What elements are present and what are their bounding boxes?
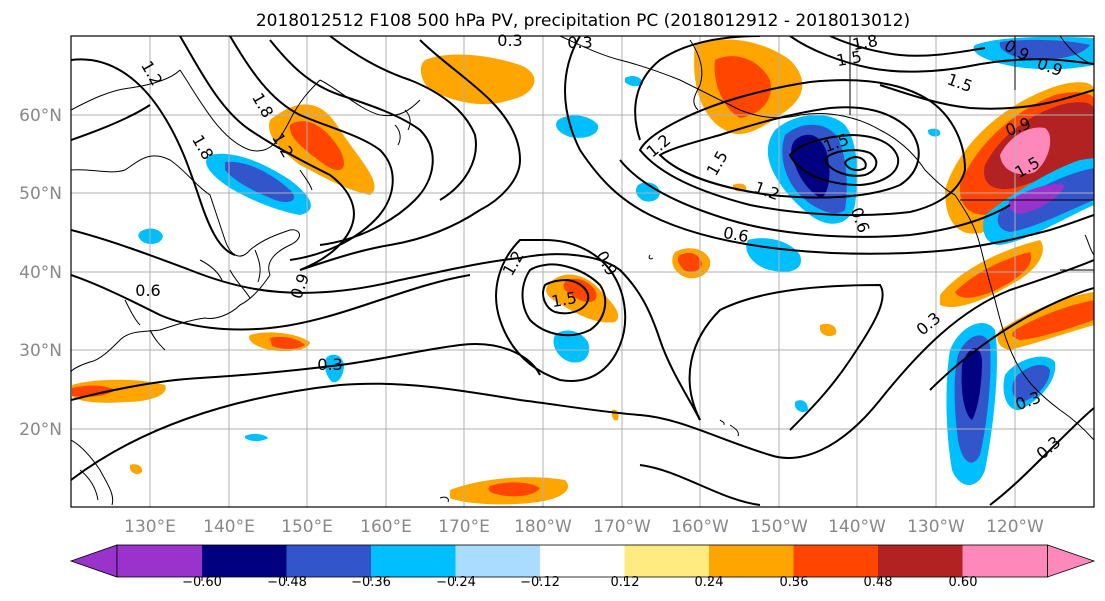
precip-negative-region [1008, 184, 1065, 214]
precip-negative-region [556, 115, 599, 138]
colorbar-segment [117, 545, 202, 577]
precip-positive-region [270, 336, 305, 349]
precipitation-shading [72, 36, 1094, 505]
precip-positive-region [488, 482, 540, 497]
colorbar-segment [878, 545, 963, 577]
colorbar-tick-label: 0.24 [695, 575, 724, 590]
precip-negative-region [635, 182, 660, 202]
contour-label: 1.5 [550, 288, 578, 311]
latitude-labels: 60°N 50°N 40°N 30°N 20°N [19, 106, 62, 440]
colorbar-tick-label: −0.36 [351, 575, 391, 590]
colorbar-segment [202, 545, 287, 577]
lon-label-120w: 120°W [986, 517, 1044, 537]
precip-negative-region [245, 433, 268, 441]
contour-label: 0.6 [722, 223, 750, 246]
precip-negative-region [625, 76, 643, 87]
colorbar-extend-max [1047, 544, 1096, 578]
precip-positive-region [1000, 127, 1051, 175]
contour-label: 0.6 [135, 281, 160, 300]
lon-label-140w: 140°W [828, 517, 886, 537]
lon-label-170w: 170°W [593, 517, 651, 537]
colorbar-tick-label: −0.12 [520, 575, 560, 590]
map-frame [70, 35, 1095, 508]
colorbar-tick-label: −0.24 [436, 575, 476, 590]
lon-label-150e: 150°E [281, 517, 333, 537]
lat-label-50n: 50°N [19, 184, 62, 204]
lon-label-160w: 160°W [671, 517, 729, 537]
lon-label-160e: 160°E [360, 517, 412, 537]
lon-label-130e: 130°E [124, 517, 176, 537]
precip-positive-region [955, 252, 1032, 298]
colorbar-outline [116, 544, 1048, 578]
contour-label: 0.3 [497, 31, 522, 50]
precip-positive-region [714, 56, 771, 118]
colorbar-tick-label: 0.12 [611, 575, 640, 590]
precip-negative-region [961, 348, 982, 420]
colorbar [69, 544, 1096, 581]
lon-label-140e: 140°E [203, 517, 255, 537]
colorbar-tick-labels: −0.60 −0.48 −0.36 −0.24 −0.12 0.12 0.24 … [182, 575, 977, 590]
precip-positive-region [677, 252, 702, 272]
precip-positive-region [130, 464, 143, 475]
lat-label-40n: 40°N [19, 263, 62, 283]
longitude-labels: 130°E 140°E 150°E 160°E 170°E 180°W 170°… [124, 517, 1044, 537]
lon-label-130w: 130°W [907, 517, 965, 537]
colorbar-extend-min [69, 544, 118, 578]
colorbar-segment [371, 545, 456, 577]
precip-positive-region [72, 385, 115, 397]
colorbar-tick-label: −0.60 [182, 575, 222, 590]
precip-positive-region [820, 323, 837, 337]
coastlines [71, 36, 1094, 506]
colorbar-segment [624, 545, 709, 577]
precip-negative-region [791, 134, 830, 198]
lon-label-180w: 180°W [514, 517, 572, 537]
map-area [71, 36, 1094, 507]
contour-label: 1.5 [835, 47, 863, 70]
precip-negative-region [138, 228, 163, 244]
contour-label: 0.3 [567, 33, 592, 52]
colorbar-segment [286, 545, 371, 577]
colorbar-segment [540, 545, 625, 577]
precip-negative-region [324, 354, 344, 383]
lon-label-150w: 150°W [750, 517, 808, 537]
lat-label-30n: 30°N [19, 341, 62, 361]
colorbar-tick-label: 0.48 [864, 575, 893, 590]
contour-label: 0.3 [317, 355, 342, 374]
precip-positive-region [1012, 300, 1094, 340]
colorbar-segment [962, 545, 1048, 577]
pv-contours [71, 36, 1094, 506]
colorbar-segment [793, 545, 878, 577]
colorbar-segment [455, 545, 540, 577]
lon-label-170e: 170°E [438, 517, 490, 537]
contour-label: 1.8 [851, 31, 879, 54]
figure-title: 2018012512 F108 500 hPa PV, precipitatio… [256, 11, 910, 31]
colorbar-tick-label: 0.60 [949, 575, 978, 590]
precip-positive-region [420, 54, 535, 105]
precip-negative-region [928, 128, 941, 137]
precip-negative-region [795, 400, 808, 413]
lat-label-20n: 20°N [19, 420, 62, 440]
lat-label-60n: 60°N [19, 106, 62, 126]
precip-negative-region [225, 161, 295, 202]
precip-negative-region [553, 330, 590, 363]
colorbar-tick-label: −0.48 [267, 575, 307, 590]
colorbar-segment [709, 545, 794, 577]
precip-positive-region [289, 121, 345, 170]
colorbar-tick-label: 0.36 [780, 575, 809, 590]
